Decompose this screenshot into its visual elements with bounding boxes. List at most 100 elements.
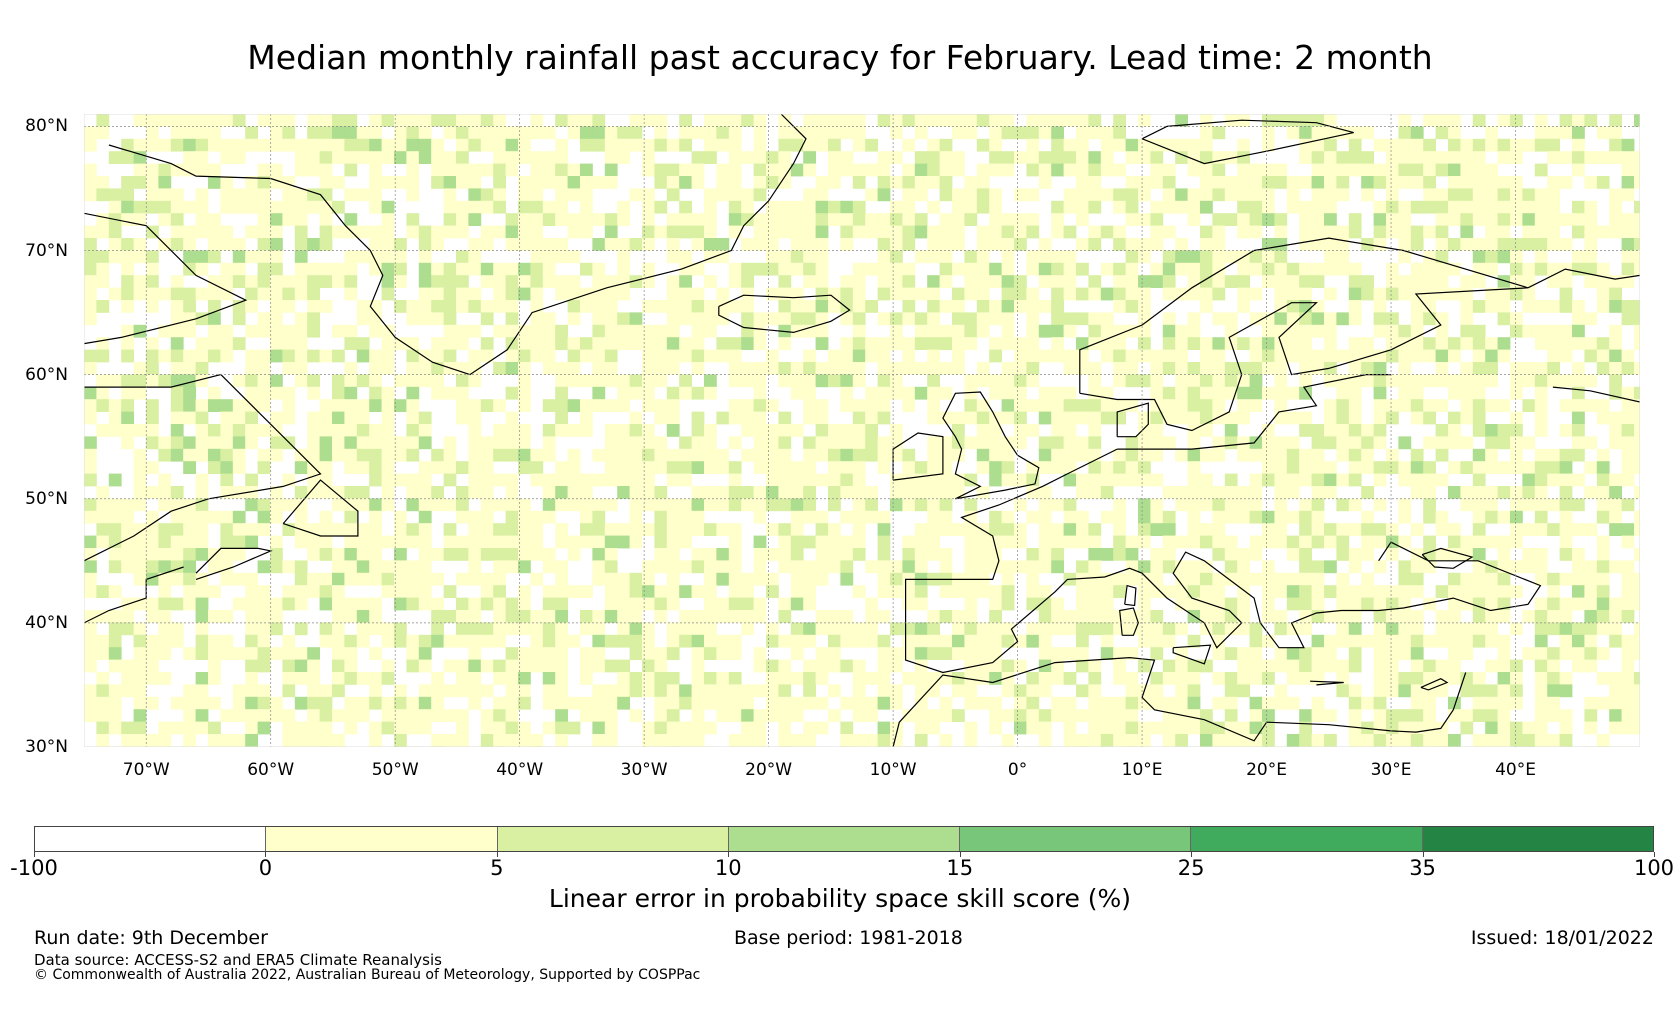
skill-cell — [1051, 312, 1064, 326]
skill-cell — [1311, 349, 1325, 363]
skill-cell — [542, 176, 556, 189]
skill-cell — [307, 312, 320, 326]
skill-cell — [555, 362, 568, 375]
skill-cell — [1584, 647, 1598, 660]
skill-cell — [1472, 585, 1486, 598]
skill-cell — [890, 622, 903, 636]
skill-cell — [1212, 126, 1226, 140]
skill-cell — [1435, 734, 1449, 747]
skill-cell — [542, 262, 556, 276]
skill-cell — [1100, 734, 1114, 747]
skill-cell — [1200, 176, 1213, 189]
skill-cell — [1237, 287, 1250, 301]
skill-cell — [245, 324, 258, 338]
skill-cell — [1572, 138, 1585, 152]
skill-cell — [146, 126, 159, 140]
skill-cell — [1572, 300, 1585, 313]
skill-cell — [1584, 461, 1598, 474]
skill-cell — [691, 734, 705, 747]
skill-cell — [294, 535, 308, 549]
skill-cell — [629, 473, 643, 487]
skill-cell — [542, 721, 556, 735]
skill-cell — [493, 436, 506, 450]
skill-cell — [852, 486, 866, 499]
skill-cell — [815, 126, 829, 140]
skill-cell — [133, 213, 147, 226]
skill-cell — [914, 337, 928, 350]
skill-cell — [1224, 374, 1238, 388]
skill-cell — [1138, 498, 1151, 512]
skill-cell — [431, 610, 444, 623]
skill-cell — [294, 572, 308, 586]
skill-cell — [1088, 275, 1102, 288]
skill-cell — [1076, 659, 1089, 673]
skill-cell — [629, 114, 643, 127]
skill-cell — [518, 386, 531, 400]
skill-cell — [927, 672, 940, 685]
skill-cell — [208, 386, 221, 400]
skill-cell — [1150, 498, 1164, 512]
skill-cell — [592, 324, 606, 338]
skill-cell — [468, 548, 482, 561]
skill-cell — [803, 461, 816, 474]
skill-cell — [1262, 436, 1275, 450]
skill-cell — [121, 300, 134, 313]
skill-cell — [1497, 114, 1511, 127]
skill-cell — [518, 622, 531, 636]
skill-cell — [1113, 399, 1126, 412]
skill-cell — [1076, 684, 1089, 698]
skill-cell — [852, 659, 866, 673]
skill-cell — [307, 535, 320, 549]
skill-cell — [803, 362, 816, 375]
skill-cell — [753, 486, 767, 499]
skill-cell — [1373, 523, 1387, 536]
skill-cell — [1423, 349, 1436, 363]
skill-cell — [852, 548, 866, 561]
skill-cell — [1237, 622, 1250, 636]
skill-cell — [1162, 709, 1176, 722]
skill-cell — [195, 523, 209, 536]
skill-cell — [356, 486, 370, 499]
skill-cell — [1435, 114, 1449, 127]
skill-cell — [1026, 622, 1040, 636]
skill-cell — [282, 411, 296, 425]
skill-cell — [195, 622, 209, 636]
colorbar-tick-mark — [959, 852, 961, 857]
skill-cell — [1237, 659, 1250, 673]
skill-cell — [257, 213, 271, 226]
colorbar-segment — [1422, 827, 1653, 851]
skill-cell — [1187, 436, 1201, 450]
skill-cell — [1286, 535, 1300, 549]
skill-cell — [1398, 672, 1412, 685]
skill-cell — [1435, 275, 1449, 288]
skill-cell — [1572, 362, 1585, 375]
skill-cell — [294, 262, 308, 276]
skill-cell — [1026, 696, 1040, 710]
skill-cell — [679, 684, 692, 698]
skill-cell — [828, 473, 841, 487]
skill-cell — [431, 151, 444, 164]
skill-cell — [195, 399, 209, 412]
skill-cell — [1547, 324, 1560, 338]
skill-cell — [1472, 300, 1486, 313]
skill-cell — [1373, 324, 1387, 338]
skill-cell — [1448, 659, 1461, 673]
skill-cell — [530, 461, 544, 474]
skill-cell — [518, 523, 531, 536]
skill-cell — [1286, 597, 1300, 611]
skill-cell — [1237, 647, 1250, 660]
skill-cell — [1038, 535, 1052, 549]
skill-cell — [1324, 585, 1337, 598]
skill-cell — [1324, 337, 1337, 350]
skill-cell — [468, 411, 482, 425]
colorbar-tick-label: 5 — [490, 856, 504, 880]
skill-cell — [1361, 597, 1374, 611]
skill-cell — [815, 225, 829, 239]
skill-cell — [1076, 176, 1089, 189]
skill-cell — [1299, 498, 1312, 512]
skill-cell — [468, 535, 482, 549]
skill-cell — [505, 560, 519, 574]
skill-cell — [1088, 659, 1102, 673]
skill-cell — [964, 114, 978, 127]
skill-cell — [741, 448, 754, 462]
